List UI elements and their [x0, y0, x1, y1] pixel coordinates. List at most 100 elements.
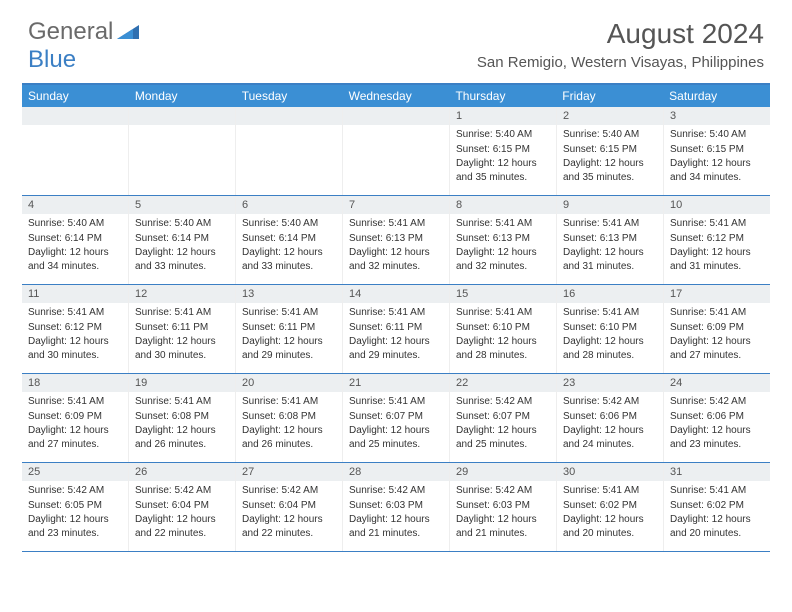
day-number: 25: [22, 463, 128, 481]
sunrise-text: Sunrise: 5:42 AM: [135, 484, 229, 498]
sunset-text: Sunset: 6:12 PM: [670, 232, 764, 246]
week-row: 1 Sunrise: 5:40 AM Sunset: 6:15 PMDaylight…: [22, 107, 770, 196]
calendar-cell: 7Sunrise: 5:41 AMSunset: 6:13 PMDaylight…: [343, 196, 450, 284]
cell-body: Sunrise: 5:41 AMSunset: 6:13 PMDaylight:…: [557, 214, 663, 280]
calendar-cell: 9Sunrise: 5:41 AMSunset: 6:13 PMDaylight…: [557, 196, 664, 284]
cell-body: Sunrise: 5:42 AMSunset: 6:03 PMDaylight:…: [343, 481, 449, 547]
sunset-text: Sunset: 6:10 PM: [456, 321, 550, 335]
calendar-cell: [22, 107, 129, 195]
week-row: 18Sunrise: 5:41 AMSunset: 6:09 PMDayligh…: [22, 374, 770, 463]
daylight-text: Daylight: 12 hours and 30 minutes.: [28, 335, 122, 362]
sunrise-text: Sunrise: 5:41 AM: [670, 484, 764, 498]
day-number: 30: [557, 463, 663, 481]
day-number: 11: [22, 285, 128, 303]
cell-body: Sunrise: 5:42 AMSunset: 6:06 PMDaylight:…: [557, 392, 663, 458]
day-number: 15: [450, 285, 556, 303]
logo: General: [28, 18, 139, 46]
calendar-cell: 14Sunrise: 5:41 AMSunset: 6:11 PMDayligh…: [343, 285, 450, 373]
sunset-text: Sunset: 6:07 PM: [349, 410, 443, 424]
cell-body: Sunrise: 5:41 AMSunset: 6:10 PMDaylight:…: [450, 303, 556, 369]
calendar-cell: 29Sunrise: 5:42 AMSunset: 6:03 PMDayligh…: [450, 463, 557, 551]
day-number: 18: [22, 374, 128, 392]
day-number: 17: [664, 285, 770, 303]
day-number: 6: [236, 196, 342, 214]
cell-body: Sunrise: 5:41 AMSunset: 6:08 PMDaylight:…: [236, 392, 342, 458]
day-number: [236, 107, 342, 125]
cell-body: Sunrise: 5:41 AMSunset: 6:11 PMDaylight:…: [236, 303, 342, 369]
sunrise-text: Sunrise: 5:41 AM: [135, 395, 229, 409]
cell-body: [129, 125, 235, 134]
weekday-wed: Wednesday: [343, 85, 450, 107]
calendar-cell: 12Sunrise: 5:41 AMSunset: 6:11 PMDayligh…: [129, 285, 236, 373]
sunrise-text: Sunrise: 5:42 AM: [670, 395, 764, 409]
day-number: 5: [129, 196, 235, 214]
cell-body: Sunrise: 5:41 AMSunset: 6:02 PMDaylight:…: [557, 481, 663, 547]
sunset-text: Sunset: 6:14 PM: [242, 232, 336, 246]
sunrise-text: Sunrise: 5:41 AM: [28, 306, 122, 320]
cell-body: Sunrise: 5:40 AMSunset: 6:14 PMDaylight:…: [22, 214, 128, 280]
sunrise-text: Sunrise: 5:40 AM: [28, 217, 122, 231]
sunset-text: Sunset: 6:14 PM: [135, 232, 229, 246]
day-number: 31: [664, 463, 770, 481]
daylight-text: Daylight: 12 hours and 22 minutes.: [135, 513, 229, 540]
daylight-text: Daylight: 12 hours and 33 minutes.: [242, 246, 336, 273]
sunset-text: Sunset: 6:06 PM: [670, 410, 764, 424]
calendar-cell: 17Sunrise: 5:41 AMSunset: 6:09 PMDayligh…: [664, 285, 770, 373]
sunrise-text: Sunrise: 5:41 AM: [456, 306, 550, 320]
sunrise-text: Sunrise: 5:40 AM: [563, 128, 657, 142]
daylight-text: Daylight: 12 hours and 30 minutes.: [135, 335, 229, 362]
day-number: 8: [450, 196, 556, 214]
calendar-cell: 16Sunrise: 5:41 AMSunset: 6:10 PMDayligh…: [557, 285, 664, 373]
title-block: August 2024 San Remigio, Western Visayas…: [477, 18, 764, 71]
cell-body: Sunrise: 5:41 AMSunset: 6:12 PMDaylight:…: [664, 214, 770, 280]
day-number: 29: [450, 463, 556, 481]
sunset-text: Sunset: 6:11 PM: [135, 321, 229, 335]
sunrise-text: Sunrise: 5:41 AM: [349, 217, 443, 231]
day-number: 26: [129, 463, 235, 481]
day-number: 22: [450, 374, 556, 392]
week-row: 25Sunrise: 5:42 AMSunset: 6:05 PMDayligh…: [22, 463, 770, 552]
sunset-text: Sunset: 6:13 PM: [456, 232, 550, 246]
daylight-text: Daylight: 12 hours and 31 minutes.: [563, 246, 657, 273]
daylight-text: Daylight: 12 hours and 27 minutes.: [28, 424, 122, 451]
sunrise-text: Sunrise: 5:41 AM: [563, 484, 657, 498]
daylight-text: Daylight: 12 hours and 22 minutes.: [242, 513, 336, 540]
location: San Remigio, Western Visayas, Philippine…: [477, 54, 764, 71]
weekday-thu: Thursday: [449, 85, 556, 107]
calendar-cell: 13Sunrise: 5:41 AMSunset: 6:11 PMDayligh…: [236, 285, 343, 373]
sunrise-text: Sunrise: 5:41 AM: [349, 306, 443, 320]
sunset-text: Sunset: 6:08 PM: [135, 410, 229, 424]
sunrise-text: Sunrise: 5:42 AM: [242, 484, 336, 498]
day-number: 24: [664, 374, 770, 392]
day-number: 1: [450, 107, 556, 125]
weekday-header: Sunday Monday Tuesday Wednesday Thursday…: [22, 85, 770, 107]
calendar-cell: 21Sunrise: 5:41 AMSunset: 6:07 PMDayligh…: [343, 374, 450, 462]
cell-body: Sunrise: 5:40 AMSunset: 6:14 PMDaylight:…: [129, 214, 235, 280]
calendar-cell: [236, 107, 343, 195]
sunset-text: Sunset: 6:15 PM: [670, 143, 764, 157]
sunset-text: Sunset: 6:11 PM: [242, 321, 336, 335]
day-number: [129, 107, 235, 125]
calendar-cell: 23Sunrise: 5:42 AMSunset: 6:06 PMDayligh…: [557, 374, 664, 462]
cell-body: Sunrise: 5:41 AMSunset: 6:09 PMDaylight:…: [22, 392, 128, 458]
cell-body: Sunrise: 5:41 AMSunset: 6:10 PMDaylight:…: [557, 303, 663, 369]
calendar-cell: 1Sunrise: 5:40 AMSunset: 6:15 PMDaylight…: [450, 107, 557, 195]
sunrise-text: Sunrise: 5:41 AM: [563, 306, 657, 320]
daylight-text: Daylight: 12 hours and 34 minutes.: [670, 157, 764, 184]
sunset-text: Sunset: 6:12 PM: [28, 321, 122, 335]
daylight-text: Daylight: 12 hours and 24 minutes.: [563, 424, 657, 451]
logo-text-general: General: [28, 18, 113, 46]
day-number: 13: [236, 285, 342, 303]
sunset-text: Sunset: 6:10 PM: [563, 321, 657, 335]
day-number: 21: [343, 374, 449, 392]
calendar: Sunday Monday Tuesday Wednesday Thursday…: [22, 83, 770, 552]
daylight-text: Daylight: 12 hours and 20 minutes.: [670, 513, 764, 540]
daylight-text: Daylight: 12 hours and 34 minutes.: [28, 246, 122, 273]
day-number: 19: [129, 374, 235, 392]
sunrise-text: Sunrise: 5:42 AM: [456, 484, 550, 498]
cell-body: [343, 125, 449, 134]
daylight-text: Daylight: 12 hours and 28 minutes.: [456, 335, 550, 362]
day-number: [343, 107, 449, 125]
day-number: 14: [343, 285, 449, 303]
week-row: 4Sunrise: 5:40 AMSunset: 6:14 PMDaylight…: [22, 196, 770, 285]
